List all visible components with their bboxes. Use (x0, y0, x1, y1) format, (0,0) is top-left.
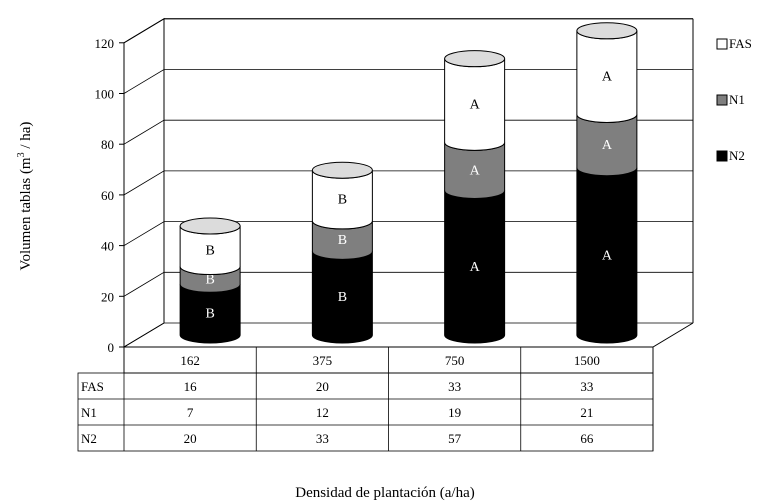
table-cell: 20 (316, 379, 329, 394)
legend-entry: N1 (729, 92, 745, 107)
table-category-label: 375 (313, 353, 333, 368)
table-body (77, 372, 654, 452)
x-axis-label: Densidad de plantación (a/ha) (295, 485, 475, 501)
gridline (123, 69, 693, 94)
y-tick-label: 100 (95, 87, 115, 102)
bar-fas-162 (179, 217, 241, 276)
bar-letter: B (338, 233, 347, 248)
table-cell: 16 (184, 379, 198, 394)
legend-entry: FAS (729, 36, 752, 51)
legend-entry: N2 (729, 148, 745, 163)
bar-fas-1500 (576, 22, 638, 123)
gridline (123, 221, 693, 246)
table-cell: 57 (448, 431, 462, 446)
bar-letter: B (205, 272, 214, 287)
y-tick-label: 80 (101, 137, 114, 152)
y-axis-label: Volumen tablas (m3 / ha) (16, 122, 34, 271)
table-category-label: 1500 (574, 353, 600, 368)
legend-swatch (716, 38, 728, 50)
table-cell: 21 (580, 405, 593, 420)
legend-swatch (716, 94, 728, 106)
gridline (123, 18, 693, 44)
bar-letter: A (470, 260, 481, 275)
bar-fas-750 (444, 50, 506, 151)
y-tick-label: 20 (101, 289, 114, 304)
table-cell: 20 (184, 431, 197, 446)
bar-letter: B (205, 243, 214, 258)
gridline (123, 170, 693, 196)
bar-fas-750-top (444, 50, 506, 68)
table-cell: 12 (316, 405, 329, 420)
bar-letter: B (205, 307, 214, 322)
table-cell: 33 (448, 379, 461, 394)
bar-letter: A (470, 98, 481, 113)
y-tick-label: 40 (101, 239, 114, 254)
table-cell: 7 (187, 405, 194, 420)
bar-fas-1500-top (576, 22, 638, 40)
data-table: 162 375 750 1500 FAS 16 20 33 33 N1 7 12 19 21 N2 20 33 5… (77, 346, 654, 452)
table-cell: 19 (448, 405, 461, 420)
table-cell: 33 (580, 379, 593, 394)
legend: FAS N1 N2 (716, 36, 752, 163)
table-category-label: 750 (445, 353, 465, 368)
table-cell: 66 (580, 431, 594, 446)
bar-fas-162-top (179, 217, 241, 235)
bar-letter: A (602, 248, 613, 263)
bar-letter: A (602, 138, 613, 153)
table-row-label: FAS (81, 379, 104, 394)
bar-letter: B (338, 290, 347, 305)
y-tick-label: 120 (95, 36, 115, 51)
gridlines (119, 18, 693, 348)
legend-swatch (716, 150, 728, 162)
bar-letter: A (470, 163, 481, 178)
bar-fas-375 (311, 161, 373, 230)
y-tick-label: 60 (101, 188, 114, 203)
bar-letter: A (602, 70, 613, 85)
bar-fas-375-top (311, 161, 373, 179)
table-row-label: N2 (81, 431, 97, 446)
table-row-label: N1 (81, 405, 97, 420)
gridline (123, 271, 693, 297)
table-category-label: 162 (180, 353, 200, 368)
gridline (123, 322, 693, 348)
y-tick-label: 0 (108, 340, 115, 355)
bar-letter: B (338, 193, 347, 208)
y-tick-labels: 0 20 40 60 80 100 120 (95, 36, 115, 355)
table-cell: 33 (316, 431, 329, 446)
gridline (123, 119, 693, 145)
